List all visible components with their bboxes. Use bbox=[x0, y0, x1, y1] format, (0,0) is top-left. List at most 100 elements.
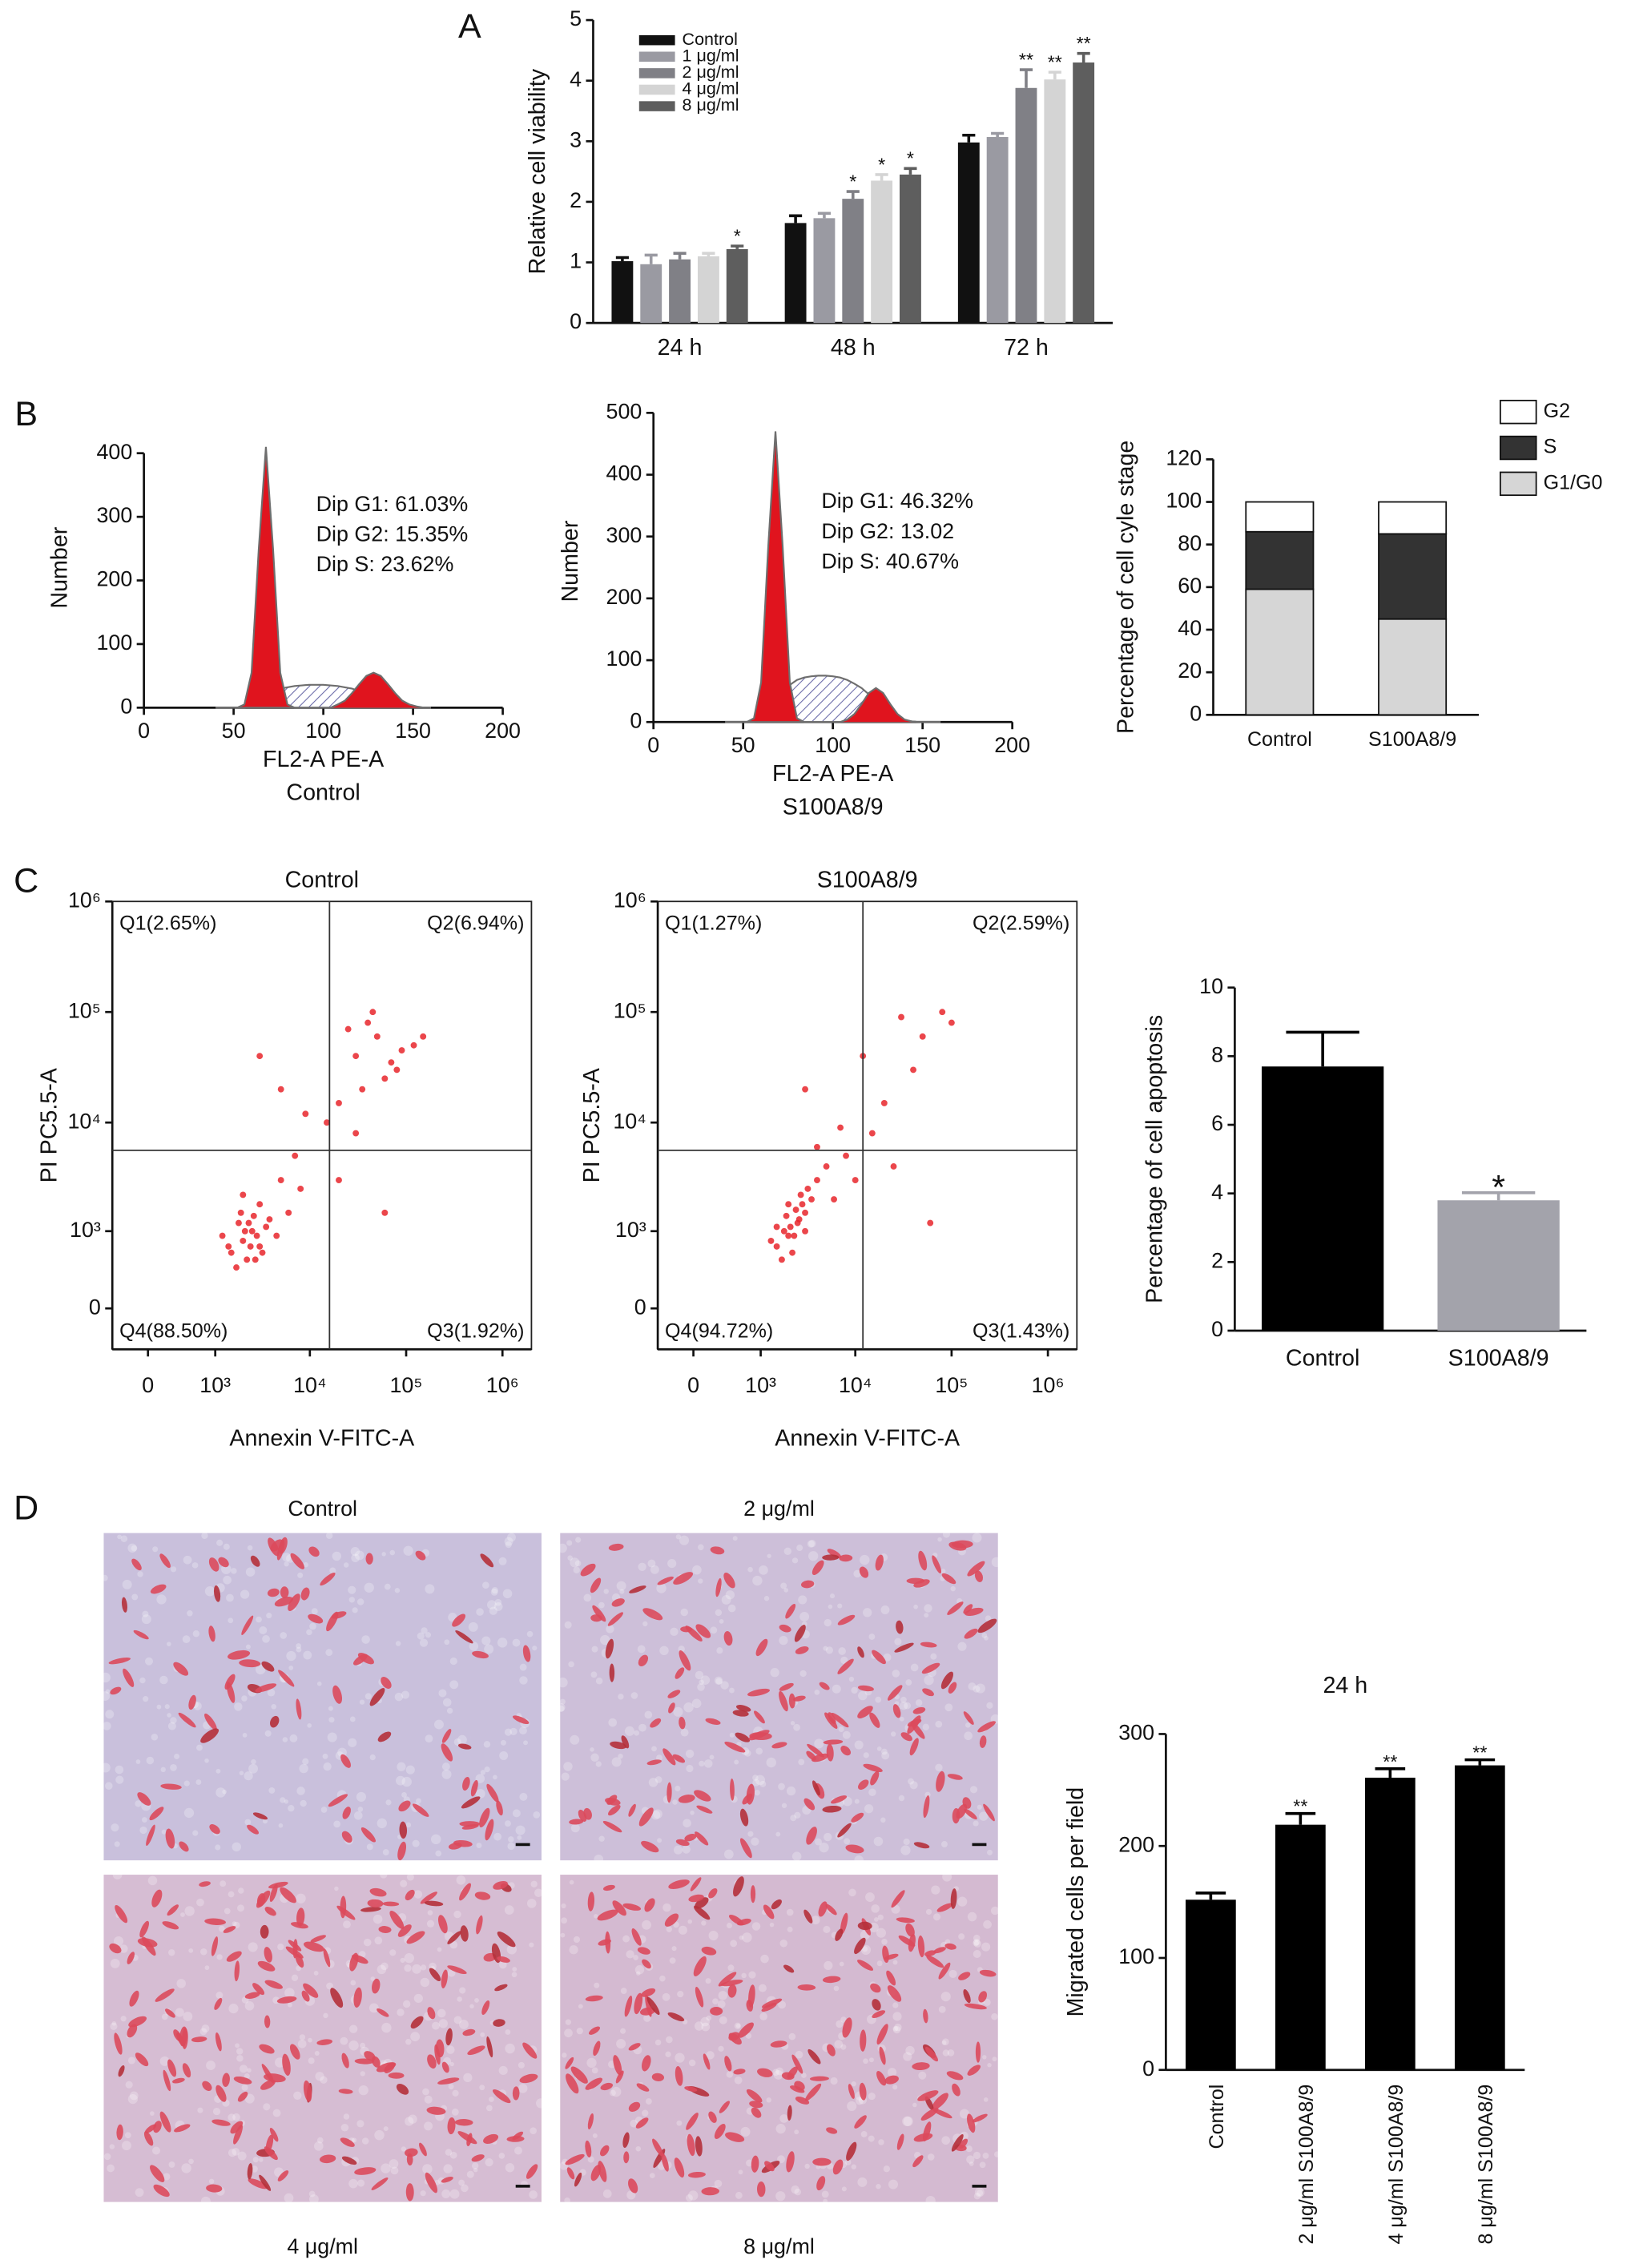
texture bbox=[390, 2166, 399, 2175]
texture bbox=[788, 2032, 796, 2040]
cell bbox=[165, 2008, 175, 2018]
texture bbox=[793, 1723, 800, 1731]
texture bbox=[787, 1926, 793, 1932]
texture bbox=[507, 1842, 515, 1851]
x-axis-label: Annexin V-FITC-A bbox=[229, 1426, 415, 1452]
texture bbox=[519, 1676, 528, 1685]
texture bbox=[966, 2155, 975, 2164]
texture bbox=[494, 1598, 502, 1606]
cell bbox=[932, 2093, 948, 2110]
cell bbox=[807, 2048, 821, 2065]
cell bbox=[474, 1891, 491, 1900]
y-tick-label: 0 bbox=[634, 1295, 646, 1319]
texture bbox=[686, 1764, 694, 1773]
texture bbox=[412, 1964, 422, 1974]
texture bbox=[942, 1530, 950, 1538]
texture bbox=[401, 1690, 410, 1699]
texture bbox=[624, 1726, 635, 1736]
bar bbox=[1261, 1066, 1384, 1331]
cell bbox=[483, 2133, 499, 2144]
texture bbox=[868, 1788, 876, 1796]
texture bbox=[445, 2149, 453, 2156]
cell bbox=[642, 2055, 651, 2072]
cell bbox=[308, 1546, 320, 1557]
texture bbox=[129, 2091, 139, 2101]
texture bbox=[374, 1936, 383, 1945]
cell bbox=[638, 1807, 654, 1827]
texture bbox=[500, 1739, 506, 1746]
cell bbox=[932, 1555, 942, 1573]
y-tick-label: 5 bbox=[570, 6, 582, 30]
texture bbox=[844, 1838, 851, 1845]
texture bbox=[446, 1707, 453, 1714]
texture bbox=[575, 1537, 582, 1543]
y-axis-label: PI PC5.5-A bbox=[579, 1067, 605, 1182]
texture bbox=[977, 1804, 982, 1810]
texture bbox=[484, 1644, 494, 1654]
x-tick-label: 0 bbox=[687, 1373, 699, 1397]
cell bbox=[585, 2140, 592, 2158]
texture bbox=[973, 1950, 981, 1959]
cell bbox=[678, 1795, 695, 1803]
cell bbox=[921, 1662, 940, 1674]
texture bbox=[333, 1820, 341, 1828]
cell bbox=[621, 1735, 630, 1749]
cell bbox=[215, 2032, 222, 2052]
cell bbox=[328, 1794, 348, 1807]
point bbox=[927, 1219, 934, 1227]
cell bbox=[590, 1614, 602, 1622]
cell bbox=[145, 2124, 157, 2133]
texture bbox=[567, 1555, 573, 1561]
texture bbox=[373, 1914, 383, 1924]
texture bbox=[476, 1843, 482, 1849]
texture bbox=[449, 2189, 460, 2199]
quadrant-label: Q2(6.94%) bbox=[427, 912, 524, 935]
y-tick-label: 0 bbox=[89, 1295, 101, 1319]
texture bbox=[669, 1957, 676, 1964]
texture bbox=[303, 1561, 308, 1568]
cell bbox=[673, 1572, 694, 1585]
cell bbox=[636, 2083, 650, 2092]
cell bbox=[913, 1579, 930, 1588]
texture bbox=[351, 2137, 357, 2143]
texture bbox=[692, 1565, 702, 1575]
point bbox=[359, 1086, 366, 1093]
point bbox=[259, 1249, 266, 1256]
cell bbox=[795, 2097, 810, 2105]
texture bbox=[302, 1758, 309, 1765]
texture bbox=[978, 1811, 989, 1821]
texture bbox=[457, 1734, 467, 1745]
cell bbox=[188, 1694, 196, 1710]
bar bbox=[784, 223, 807, 324]
texture bbox=[151, 1733, 159, 1741]
texture bbox=[215, 1844, 221, 1851]
texture bbox=[868, 2093, 876, 2101]
y-tick-label: 200 bbox=[96, 567, 132, 591]
cell bbox=[360, 1907, 381, 1912]
texture bbox=[485, 2105, 493, 2112]
cell bbox=[492, 2089, 511, 2104]
cell bbox=[257, 1960, 276, 1972]
x-tick-label: 0 bbox=[142, 1373, 154, 1397]
texture bbox=[135, 1800, 142, 1807]
texture bbox=[268, 1787, 276, 1794]
y-tick-label: 40 bbox=[1178, 616, 1202, 640]
texture bbox=[444, 1639, 450, 1646]
texture bbox=[427, 1910, 433, 1916]
cell bbox=[252, 1983, 265, 1996]
image-label: 8 μg/ml bbox=[743, 2234, 815, 2258]
y-tick-label: 0 bbox=[1211, 1317, 1223, 1341]
cell bbox=[922, 2121, 932, 2141]
y-tick-label: 100 bbox=[1166, 489, 1202, 513]
cell bbox=[566, 2073, 579, 2094]
y-tick-label: 300 bbox=[606, 523, 642, 547]
cell bbox=[264, 2073, 286, 2083]
texture bbox=[795, 2050, 803, 2059]
texture bbox=[984, 1636, 989, 1641]
texture bbox=[840, 2044, 847, 2050]
cell bbox=[206, 2184, 223, 2193]
texture bbox=[873, 1836, 884, 1847]
cell bbox=[714, 2123, 726, 2139]
texture bbox=[457, 1996, 462, 2002]
cell bbox=[879, 2046, 886, 2065]
